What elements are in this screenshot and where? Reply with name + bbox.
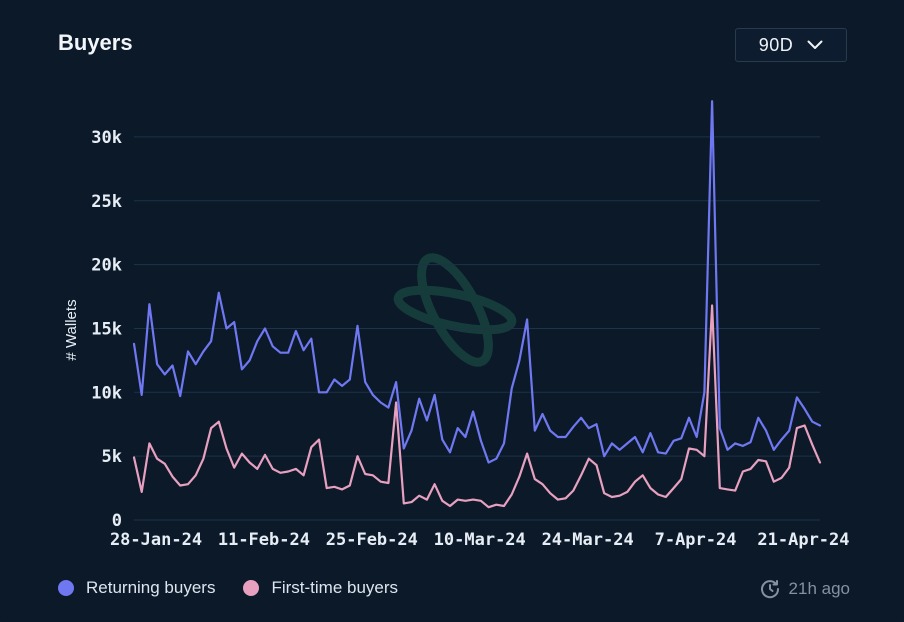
y-tick-label: 25k: [91, 192, 122, 212]
x-tick-label: 21-Apr-24: [757, 530, 849, 550]
series-line-first-time-buyers: [132, 304, 822, 509]
x-tick-label: 10-Mar-24: [434, 530, 526, 550]
x-tick-label: 11-Feb-24: [218, 530, 310, 550]
orbit-logo-icon: [393, 253, 517, 367]
clock-refresh-icon: [759, 578, 781, 600]
y-tick-label: 10k: [91, 383, 122, 403]
last-updated-text: 21h ago: [788, 579, 850, 598]
chart-legend: Returning buyers First-time buyers: [58, 578, 398, 598]
card-title: Buyers: [58, 30, 133, 55]
legend-item-first-time[interactable]: First-time buyers: [243, 578, 398, 598]
legend-label-returning: Returning buyers: [86, 578, 216, 597]
y-tick-label: 0: [112, 511, 122, 531]
legend-swatch-first-time: [243, 580, 260, 596]
legend-label-first-time: First-time buyers: [271, 578, 399, 597]
last-updated: 21h ago: [759, 578, 850, 600]
series-line-returning-buyers: [132, 100, 822, 464]
x-tick-label: 28-Jan-24: [110, 530, 202, 550]
legend-swatch-returning: [58, 580, 74, 596]
y-tick-label: 15k: [91, 319, 122, 339]
x-tick-label: 25-Feb-24: [326, 530, 418, 550]
y-tick-label: 5k: [102, 447, 122, 467]
time-range-label: 90D: [758, 34, 794, 55]
y-axis-title: # Wallets: [63, 299, 80, 360]
x-tick-label: 7-Apr-24: [655, 530, 737, 550]
x-tick-label: 24-Mar-24: [542, 530, 634, 550]
y-tick-label: 20k: [91, 256, 122, 276]
y-tick-label: 30k: [91, 128, 122, 148]
chevron-down-icon: [807, 40, 823, 50]
legend-item-returning[interactable]: Returning buyers: [58, 578, 215, 598]
time-range-dropdown[interactable]: 90D: [735, 28, 847, 62]
